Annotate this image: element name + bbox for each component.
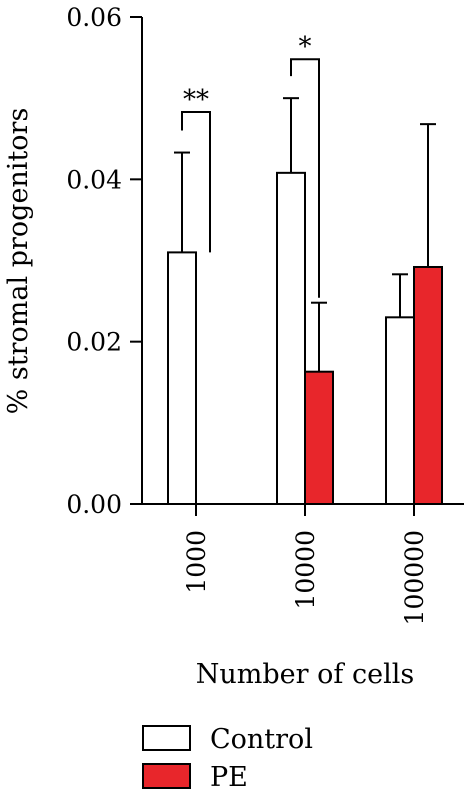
bar-control-10000 — [276, 171, 306, 505]
significance-bracket — [181, 110, 211, 253]
y-tick-label: 0.04 — [66, 165, 122, 194]
y-tick-label: 0.06 — [66, 3, 122, 32]
x-axis-label: Number of cells — [196, 659, 414, 690]
x-ticks: 1000 10000 100000 — [182, 504, 429, 625]
x-tick-label: 10000 — [291, 530, 320, 610]
bar-pe-100000 — [413, 265, 443, 506]
y-tick-label: 0.02 — [66, 328, 122, 357]
x-tick-label: 100000 — [400, 530, 429, 625]
legend-label-control: Control — [210, 724, 313, 755]
y-axis-label: % stromal progenitors — [3, 108, 34, 415]
legend-label-pe: PE — [210, 762, 248, 793]
bars — [167, 171, 443, 506]
x-tick-label: 1000 — [182, 530, 211, 594]
error-bars — [174, 97, 436, 372]
significance-bracket — [290, 58, 320, 298]
legend-swatch-control — [142, 725, 191, 751]
bar-control-100000 — [385, 316, 415, 506]
y-axis: 0.00 0.02 0.04 0.06 % stromal progenitors — [3, 3, 143, 519]
y-tick-label: 0.00 — [66, 490, 122, 519]
legend: Control PE — [142, 724, 313, 793]
significance-label: ** — [183, 85, 209, 115]
significance-label: * — [299, 32, 312, 62]
legend-swatch-pe — [142, 763, 191, 789]
bar-control-1000 — [167, 251, 197, 505]
x-axis: 1000 10000 100000 Number of cells — [142, 503, 464, 690]
significance-brackets: *** — [181, 32, 320, 298]
y-ticks: 0.00 0.02 0.04 0.06 — [66, 3, 142, 519]
bar-pe-10000 — [304, 370, 334, 505]
